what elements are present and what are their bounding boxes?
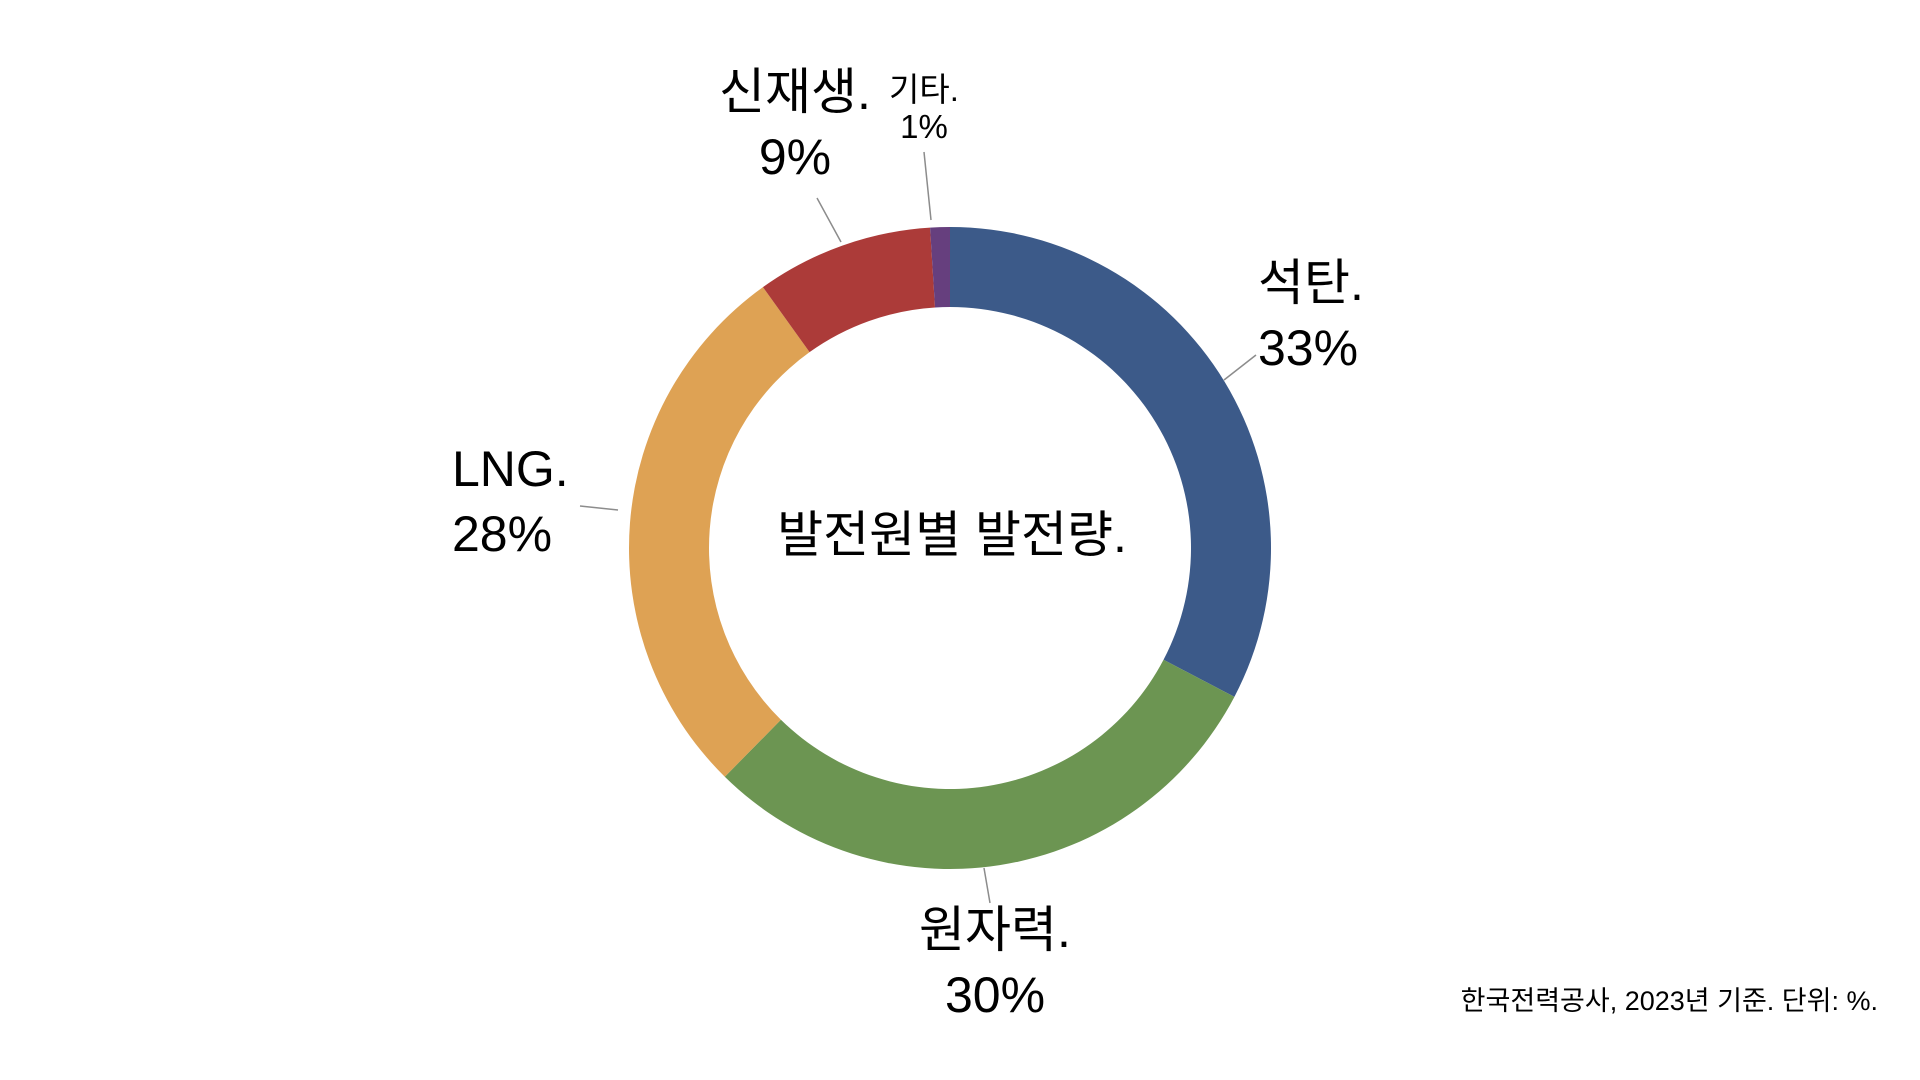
label-renewable-value: 9% bbox=[758, 129, 832, 185]
label-lng: LNG. 28% bbox=[452, 437, 569, 567]
label-coal: 석탄. 33% bbox=[1258, 251, 1364, 381]
leader-line-renewable bbox=[816, 197, 842, 243]
label-renewable: 신재생. 9% bbox=[645, 60, 945, 190]
leader-line-nuclear bbox=[983, 867, 991, 904]
label-coal-value: 33% bbox=[1258, 320, 1359, 376]
label-other-value: 1% bbox=[900, 107, 948, 145]
leader-line-lng bbox=[579, 505, 619, 511]
chart-center-title: 발전원별 발전량. bbox=[777, 507, 1127, 563]
donut-segment-renewable bbox=[762, 227, 936, 353]
leader-lines bbox=[579, 151, 1257, 904]
donut-segment-nuclear bbox=[724, 659, 1235, 870]
leader-line-coal bbox=[1223, 354, 1257, 381]
source-note: 한국전력공사, 2023년 기준. 단위: %. bbox=[1460, 986, 1878, 1016]
label-lng-value: 28% bbox=[452, 506, 553, 562]
label-nuclear: 원자력. 30% bbox=[845, 898, 1145, 1028]
label-other: 기타. 1% bbox=[849, 71, 999, 146]
donut-segments bbox=[629, 227, 1272, 870]
label-nuclear-value: 30% bbox=[944, 967, 1046, 1023]
label-nuclear-name: 원자력. bbox=[919, 902, 1071, 958]
label-lng-name: LNG. bbox=[452, 441, 569, 497]
leader-line-other bbox=[923, 151, 932, 221]
donut-segment-coal bbox=[950, 227, 1272, 697]
label-other-name: 기타. bbox=[889, 71, 959, 108]
donut-segment-lng bbox=[629, 287, 810, 777]
donut-segment-other bbox=[930, 227, 950, 308]
label-renewable-name: 신재생. bbox=[719, 64, 871, 120]
label-coal-name: 석탄. bbox=[1258, 255, 1364, 311]
